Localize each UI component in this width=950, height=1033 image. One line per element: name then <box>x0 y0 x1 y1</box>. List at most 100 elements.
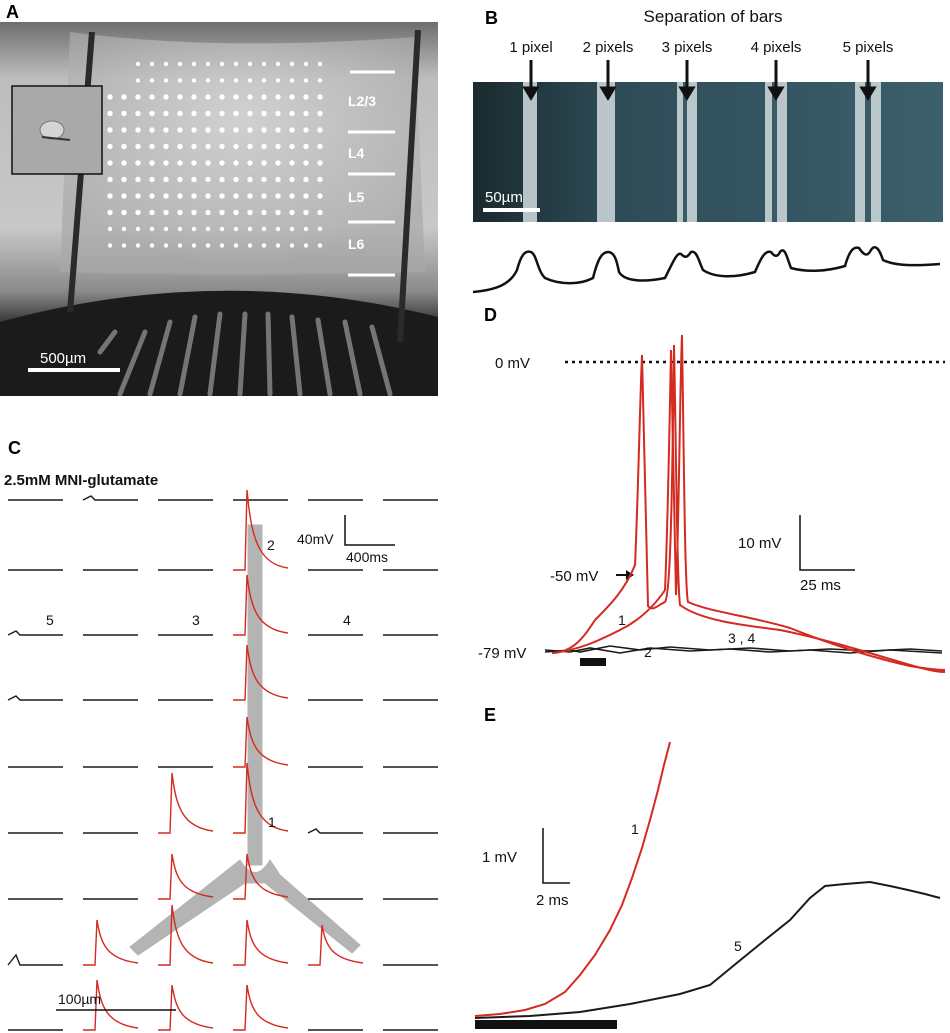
uncaging-spot <box>247 193 253 199</box>
uncaging-spot <box>121 209 127 216</box>
uncaging-spot <box>317 226 323 232</box>
uncaging-spot <box>289 61 295 67</box>
uncaging-spot <box>191 61 197 67</box>
uncaging-spot <box>205 209 211 216</box>
trace-label-d2: 2 <box>644 644 652 660</box>
uncaging-spot <box>149 78 155 83</box>
panel-c-title: 2.5mM MNI-glutamate <box>4 472 158 489</box>
uncaging-spot <box>317 94 323 100</box>
uncaging-spot <box>149 243 155 248</box>
uncaging-spot <box>107 143 113 150</box>
trace-responsive <box>308 924 364 966</box>
uncaging-spot <box>275 143 281 150</box>
layer-label-l6: L6 <box>348 236 365 252</box>
uncaging-spot <box>303 193 309 199</box>
stim-bar-e <box>475 1020 617 1029</box>
uncaging-spot <box>219 160 225 166</box>
uncaging-spot <box>163 243 169 248</box>
trace-responsive <box>233 919 289 966</box>
uncaging-spot <box>219 110 225 117</box>
trace-label-5: 5 <box>46 612 54 628</box>
uncaging-spot <box>135 209 141 216</box>
uncaging-spot <box>233 143 239 150</box>
uncaging-spot <box>247 226 253 232</box>
trace-label-e5: 5 <box>734 938 742 954</box>
uncaging-spot <box>107 127 113 133</box>
uncaging-spot <box>303 243 309 248</box>
trace-responsive <box>83 919 139 966</box>
trace-responsive <box>233 984 289 1031</box>
uncaging-spot <box>317 193 323 199</box>
uncaging-spot <box>121 94 127 100</box>
uncaging-spot <box>163 127 169 133</box>
uncaging-spot <box>135 94 141 100</box>
uncaging-spot <box>261 176 267 183</box>
uncaging-spot <box>205 226 211 232</box>
uncaging-spot <box>149 209 155 216</box>
uncaging-spot <box>261 127 267 133</box>
uncaging-spot <box>177 193 183 199</box>
uncaging-spot <box>317 176 323 183</box>
uncaging-spot <box>149 110 155 117</box>
panel-c-scale-h: 400ms <box>346 549 388 565</box>
uncaging-spot <box>275 78 281 83</box>
trace-responsive <box>233 574 289 636</box>
uncaging-spot <box>205 110 211 117</box>
uncaging-spot <box>289 226 295 232</box>
uncaging-spot <box>149 143 155 150</box>
uncaging-spot <box>107 94 113 100</box>
uncaging-spot <box>247 176 253 183</box>
uncaging-spot <box>261 78 267 83</box>
uncaging-spot <box>275 127 281 133</box>
uncaging-spot <box>163 160 169 166</box>
uncaging-spot <box>275 243 281 248</box>
trace-label-3: 3 <box>192 612 200 628</box>
uncaging-spot <box>163 78 169 83</box>
uncaging-spot <box>177 61 183 67</box>
panel-d-scale-h: 25 ms <box>800 577 841 594</box>
uncaging-spot <box>275 193 281 199</box>
trace-grid <box>7 489 438 1031</box>
bar-label-3: 3 pixels <box>662 39 713 56</box>
trace-label-e1: 1 <box>631 821 639 837</box>
trace-responsive <box>233 644 289 701</box>
uncaging-spot <box>289 176 295 183</box>
uncaging-spot <box>289 193 295 199</box>
trace-responsive <box>158 853 214 900</box>
uncaging-spot <box>191 94 197 100</box>
uncaging-spot <box>107 176 113 183</box>
panel-a-micrograph: L2/3 L4 L5 L6 500µm <box>0 22 438 396</box>
uncaging-spot <box>275 61 281 67</box>
uncaging-spot <box>219 127 225 133</box>
panel-e-scale-h: 2 ms <box>536 892 569 909</box>
uncaging-spot <box>261 243 267 248</box>
uncaging-spot <box>247 209 253 216</box>
uncaging-spot <box>303 110 309 117</box>
uncaging-spot <box>219 143 225 150</box>
intensity-profile <box>472 246 941 294</box>
trace-nonresponsive <box>307 828 363 834</box>
uncaging-spot <box>135 176 141 183</box>
uncaging-spot <box>107 193 113 199</box>
striatum-fibers <box>97 311 393 396</box>
uncaging-spot <box>233 94 239 100</box>
trace-label-4: 4 <box>343 612 351 628</box>
uncaging-spot <box>205 127 211 133</box>
uncaging-spot <box>317 110 323 117</box>
neuron-silhouette <box>129 524 361 956</box>
panel-c-scalebars <box>344 515 395 546</box>
uncaging-spot <box>233 78 239 83</box>
uncaging-spot <box>107 160 113 166</box>
uncaging-spot <box>205 176 211 183</box>
uncaging-spot <box>219 226 225 232</box>
uncaging-spot <box>177 110 183 117</box>
uncaging-spot <box>303 143 309 150</box>
uncaging-spot <box>317 243 323 248</box>
uncaging-spot <box>289 94 295 100</box>
uncaging-spot <box>107 110 113 117</box>
uncaging-spot <box>205 61 211 67</box>
uncaging-spot <box>149 193 155 199</box>
layer-label-l4: L4 <box>348 145 365 161</box>
uncaging-spot <box>191 176 197 183</box>
trace-2 <box>551 334 946 671</box>
